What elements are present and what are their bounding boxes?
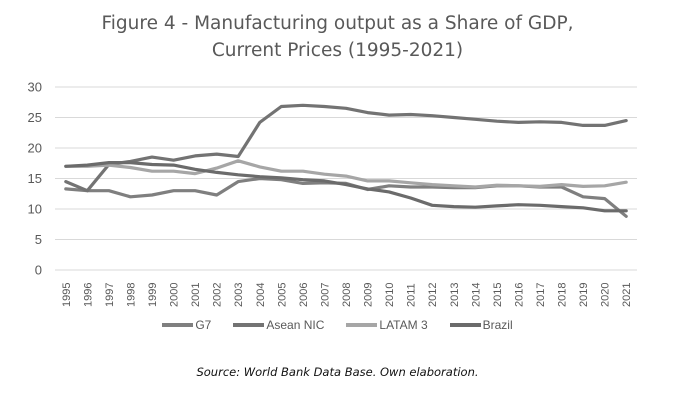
x-tick-label: 2011	[406, 283, 418, 307]
x-tick-label: 2018	[557, 283, 569, 307]
legend-item-latam-3: LATAM 3	[346, 318, 428, 332]
legend-swatch	[233, 323, 265, 327]
legend-label: Brazil	[482, 318, 513, 332]
x-tick-label: 2000	[169, 283, 181, 307]
x-tick-label: 2008	[341, 283, 353, 307]
x-tick-label: 1997	[104, 283, 116, 307]
legend-item-asean-nic: Asean NIC	[233, 318, 324, 332]
x-tick-label: 1999	[147, 283, 159, 307]
x-tick-label: 2017	[535, 283, 547, 307]
legend-label: G7	[195, 318, 212, 332]
legend-item-g7: G7	[162, 318, 211, 332]
y-tick-label: 0	[35, 263, 42, 278]
series-line-latam-3	[64, 159, 628, 189]
x-tick-label: 1998	[125, 283, 137, 307]
x-tick-label: 2002	[212, 283, 224, 307]
y-tick-label: 30	[28, 80, 42, 95]
y-tick-label: 15	[28, 171, 42, 186]
x-tick-label: 2020	[600, 283, 612, 307]
x-tick-label: 2003	[233, 283, 245, 307]
x-tick-label: 2014	[470, 283, 482, 307]
chart-title: Figure 4 - Manufacturing output as a Sha…	[0, 10, 675, 64]
gridlines	[55, 86, 637, 271]
legend-swatch	[162, 323, 194, 327]
y-tick-label: 20	[28, 141, 42, 156]
x-tick-label: 2013	[449, 283, 461, 307]
series-line-asean-nic	[64, 103, 628, 193]
x-tick-label: 2015	[492, 283, 504, 307]
series-lines	[64, 103, 628, 218]
legend: G7 Asean NIC LATAM 3 Brazil	[0, 318, 675, 332]
x-tick-label: 2021	[621, 283, 633, 307]
legend-item-brazil: Brazil	[449, 318, 513, 332]
legend-label: LATAM 3	[379, 318, 428, 332]
legend-swatch	[346, 323, 378, 327]
x-tick-label: 2016	[513, 283, 525, 307]
x-tick-label: 1995	[61, 283, 73, 307]
source-note: Source: World Bank Data Base. Own elabor…	[196, 365, 479, 379]
x-tick-label: 2005	[276, 283, 288, 307]
y-tick-label: 5	[35, 232, 42, 247]
x-tick-label: 2006	[298, 283, 310, 307]
legend-swatch	[449, 323, 481, 327]
x-tick-label: 2009	[363, 283, 375, 307]
y-tick-label: 25	[28, 110, 42, 125]
chart-title-line-1: Figure 4 - Manufacturing output as a Sha…	[101, 13, 574, 34]
x-tick-label: 2010	[384, 283, 396, 307]
x-tick-label: 2007	[319, 283, 331, 307]
x-axis-ticks: 1995 1996 1997 1998 1999 2000 2001 2002 2003 2004…	[61, 283, 633, 307]
x-tick-label: 2004	[255, 283, 267, 307]
x-tick-label: 2019	[578, 283, 590, 307]
chart-title-line-2: Current Prices (1995-2021)	[211, 40, 464, 61]
x-tick-label: 2001	[190, 283, 202, 307]
x-tick-label: 2012	[427, 283, 439, 307]
x-tick-label: 1996	[82, 283, 94, 307]
series-line-brazil	[64, 161, 628, 213]
legend-label: Asean NIC	[266, 318, 325, 332]
y-axis-ticks: 0 5 10 15 20 25 30	[28, 80, 42, 278]
y-tick-label: 10	[28, 202, 42, 217]
